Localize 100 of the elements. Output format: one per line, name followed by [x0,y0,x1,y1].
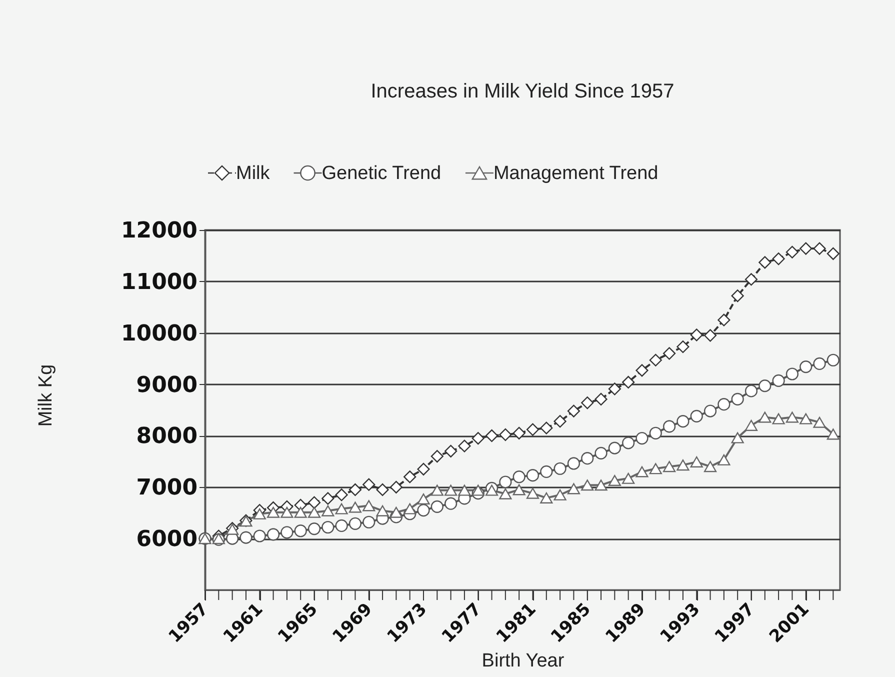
point [826,247,840,260]
point [649,426,662,440]
point [554,415,566,428]
point [335,488,348,502]
point [390,480,402,494]
point [322,505,334,516]
point [786,412,799,423]
point [417,493,430,505]
point [772,413,785,424]
point [512,470,526,484]
point [636,364,648,377]
point [499,476,512,488]
point [280,526,294,539]
point [485,484,498,496]
y-tick-label: 8000 [136,424,198,450]
point [800,413,812,424]
point [390,506,402,518]
point [540,422,553,434]
point [430,484,444,496]
point [512,484,526,496]
point [704,404,717,418]
point [608,474,621,486]
point [636,466,648,478]
point [417,462,430,476]
point [690,410,703,422]
point [731,290,744,302]
point [758,380,772,392]
point [554,489,566,500]
point [772,374,785,387]
point [240,531,252,544]
point [813,357,826,370]
point [335,503,348,514]
point [649,463,662,474]
point [758,412,772,423]
point [636,432,648,445]
point [622,472,635,484]
point [567,483,580,494]
point [472,432,484,445]
point [786,246,799,258]
point [758,256,772,269]
point [690,456,703,468]
point [731,392,744,406]
point [554,462,566,475]
point [348,517,362,530]
point [444,497,458,510]
point [376,505,389,516]
point [322,520,334,534]
point [663,347,676,360]
point [430,450,444,463]
point [266,506,280,518]
point [444,444,458,458]
point [676,340,690,354]
point [594,446,608,460]
point [744,384,758,398]
point [294,506,307,518]
x-axis-title: Birth Year [482,650,565,672]
point [362,478,376,491]
point [540,465,553,478]
chart-title: Increases in Milk Yield Since 1957 [370,80,674,103]
point [581,396,594,410]
point [430,500,444,513]
point [826,354,840,366]
point [800,360,812,374]
point [608,442,621,454]
point [594,392,608,406]
point [813,416,826,428]
point [485,429,498,442]
point [362,500,376,512]
point [526,469,540,482]
point [458,440,471,452]
point [417,504,430,517]
y-tick-label: 9000 [136,372,198,398]
point [404,470,416,484]
point [622,376,635,389]
point [458,484,471,496]
point [540,492,553,504]
point [581,452,594,465]
point [772,252,785,266]
point [718,398,730,411]
point [526,423,540,436]
point [663,420,676,433]
point [567,404,580,418]
point [608,382,621,396]
y-axis-title: Milk Kg [36,364,56,427]
point [594,480,608,491]
legend-label: Management Trend [493,163,658,184]
point [581,480,594,491]
legend-label: Milk [236,163,270,184]
point [472,484,484,496]
point [786,368,799,380]
point [253,530,266,542]
point [444,484,458,496]
point [322,492,334,505]
point [718,314,730,326]
point [266,528,280,541]
point [649,354,662,366]
point [744,420,758,431]
point [526,488,540,499]
point [280,506,294,518]
point [335,519,348,532]
